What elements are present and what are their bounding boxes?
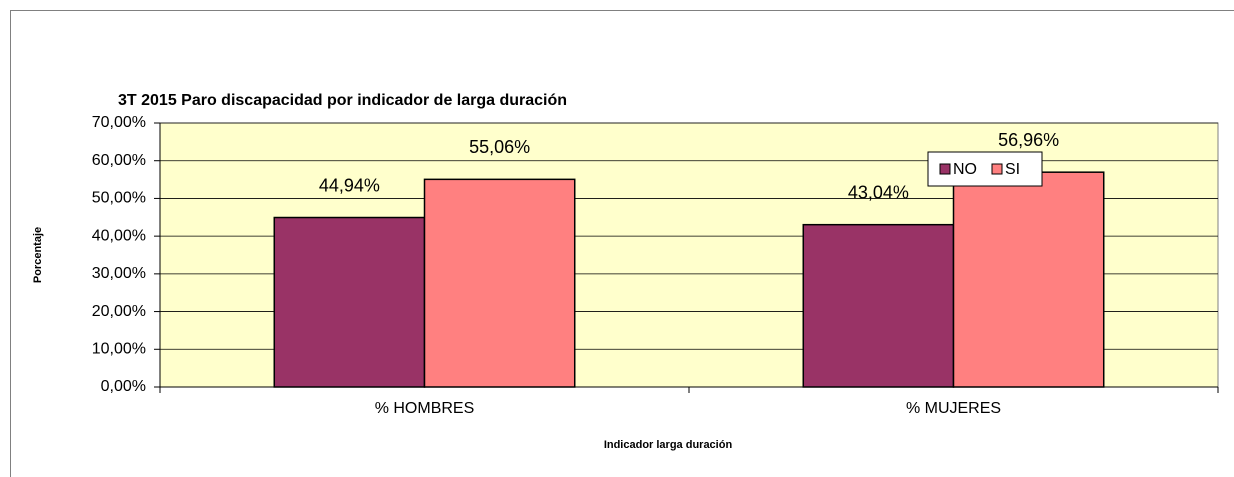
y-axis-label: Porcentaje xyxy=(32,227,44,283)
data-label: 43,04% xyxy=(848,182,909,202)
x-tick-label: % HOMBRES xyxy=(375,400,475,417)
bar xyxy=(802,223,955,388)
y-tick-label: 30,00% xyxy=(92,265,146,282)
y-tick-label: 10,00% xyxy=(92,341,146,358)
y-tick-label: 60,00% xyxy=(92,152,146,169)
chart-frame xyxy=(10,10,1234,477)
legend-swatch xyxy=(939,163,951,175)
data-label: 55,06% xyxy=(469,137,530,157)
bar xyxy=(952,171,1105,388)
chart-title: 3T 2015 Paro discapacidad por indicador … xyxy=(118,92,567,109)
legend-swatch xyxy=(991,163,1003,175)
y-tick-label: 0,00% xyxy=(101,378,146,395)
x-tick-label: % MUJERES xyxy=(906,400,1001,417)
y-tick-label: 20,00% xyxy=(92,303,146,320)
x-axis-label: Indicador larga duración xyxy=(604,439,733,451)
y-tick-label: 40,00% xyxy=(92,227,146,244)
data-label: 44,94% xyxy=(319,175,380,195)
data-label: 56,96% xyxy=(998,130,1059,150)
y-tick-label: 50,00% xyxy=(92,190,146,207)
bar xyxy=(423,178,576,388)
legend-label: NO xyxy=(953,161,977,178)
bar xyxy=(273,216,426,388)
legend-label: SI xyxy=(1005,161,1020,178)
y-tick-label: 70,00% xyxy=(92,114,146,131)
